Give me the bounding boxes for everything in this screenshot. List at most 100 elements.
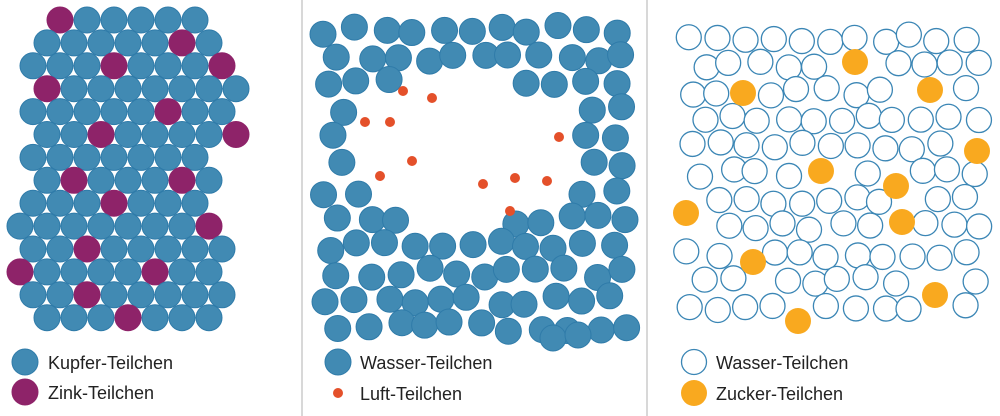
water-particle — [330, 98, 358, 126]
copper-particle — [87, 166, 115, 194]
legend-sugar-icon — [681, 380, 707, 406]
zinc-particle — [60, 166, 88, 194]
zinc-particle — [208, 52, 236, 80]
copper-particle — [208, 235, 236, 263]
water-particle — [719, 102, 746, 130]
water-particle — [732, 26, 759, 53]
copper-particle — [141, 75, 169, 103]
copper-particle — [114, 258, 142, 286]
copper-particle — [168, 75, 196, 103]
panel-water-air — [309, 12, 641, 352]
water-particle — [817, 132, 845, 160]
water-particle — [488, 13, 516, 41]
water-particle — [866, 76, 894, 103]
water-particle — [572, 67, 600, 95]
water-particle — [741, 157, 768, 185]
water-particle — [761, 239, 789, 266]
air-particle — [360, 117, 370, 127]
copper-particle — [154, 189, 182, 217]
zinc-particle — [6, 258, 34, 286]
water-particle — [564, 321, 592, 349]
sugar-particle — [673, 200, 699, 226]
air-particle — [478, 179, 488, 189]
water-particle — [315, 70, 343, 98]
sugar-particle — [740, 249, 766, 275]
water-particle — [435, 308, 463, 336]
copper-particle — [46, 281, 74, 309]
water-particle — [608, 93, 636, 121]
water-particle — [789, 190, 816, 217]
water-particle — [852, 264, 879, 291]
sugar-particle — [883, 173, 909, 199]
water-particle — [872, 135, 899, 162]
air-particle — [554, 132, 564, 142]
water-particle — [373, 16, 401, 44]
water-particle — [941, 211, 968, 238]
legend-label: Wasser-Teilchen — [716, 353, 848, 373]
copper-particle — [60, 75, 88, 103]
water-particle — [844, 132, 871, 159]
water-particle — [795, 216, 823, 243]
copper-particle — [73, 52, 101, 80]
legend-label: Luft-Teilchen — [360, 384, 462, 404]
copper-particle — [141, 121, 169, 148]
water-particle — [802, 270, 829, 297]
legend-water-icon — [680, 348, 708, 376]
copper-particle — [168, 304, 196, 332]
water-particle — [842, 295, 870, 322]
water-particle — [927, 130, 954, 157]
water-particle — [452, 283, 480, 311]
water-particle — [608, 255, 636, 283]
copper-particle — [46, 235, 74, 263]
water-particle — [961, 160, 988, 188]
water-particle — [443, 260, 471, 288]
copper-particle — [168, 212, 196, 240]
water-particle — [872, 295, 900, 322]
water-particle — [358, 206, 386, 234]
copper-particle — [195, 304, 223, 332]
water-particle — [769, 210, 796, 237]
copper-particle — [195, 258, 223, 286]
copper-particle — [154, 281, 182, 309]
copper-particle — [195, 166, 223, 194]
water-particle — [311, 288, 339, 316]
zinc-particle — [141, 258, 169, 286]
zinc-particle — [87, 121, 115, 148]
water-particle — [328, 148, 356, 176]
water-particle — [401, 232, 429, 260]
water-particle — [856, 212, 884, 239]
water-particle — [427, 285, 455, 313]
water-particle — [844, 184, 871, 211]
copper-particle — [46, 52, 74, 80]
zinc-particle — [73, 235, 101, 263]
water-particle — [611, 206, 639, 234]
copper-particle — [114, 29, 142, 57]
water-particle — [823, 265, 850, 293]
water-particle — [521, 255, 549, 283]
copper-particle — [222, 75, 250, 103]
water-particle — [686, 163, 714, 190]
water-particle — [923, 27, 950, 55]
water-particle — [550, 254, 578, 282]
water-particle — [760, 25, 787, 53]
zinc-particle — [33, 75, 61, 103]
water-particle — [542, 282, 570, 310]
copper-particle — [19, 98, 47, 126]
copper-particle — [114, 166, 142, 194]
copper-particle — [100, 143, 128, 171]
zinc-particle — [168, 29, 196, 57]
water-particle — [775, 106, 803, 133]
copper-particle — [154, 235, 182, 263]
air-particle — [510, 173, 520, 183]
water-particle — [775, 162, 803, 190]
copper-particle — [46, 189, 74, 217]
air-particle — [407, 156, 417, 166]
water-particle — [812, 243, 839, 271]
water-particle — [340, 13, 368, 41]
water-particle — [788, 27, 815, 55]
copper-particle — [181, 6, 209, 34]
water-particle — [865, 188, 893, 215]
copper-particle — [46, 98, 74, 126]
zinc-particle — [114, 304, 142, 332]
copper-particle — [19, 143, 47, 171]
